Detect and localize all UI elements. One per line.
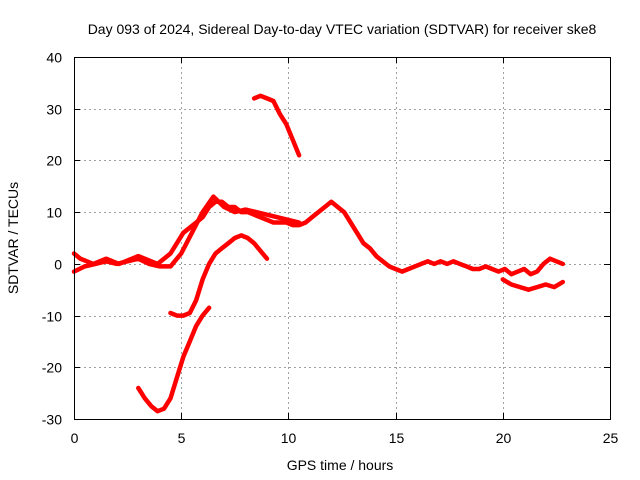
y-tick-label: 40 [46, 50, 62, 66]
plot-frame [74, 57, 611, 420]
y-tick-label: 0 [54, 257, 62, 273]
y-tick-label: 10 [46, 205, 62, 221]
series-track-1 [71, 199, 566, 277]
series-track-5 [251, 93, 302, 158]
x-axis-label: GPS time / hours [287, 457, 394, 473]
x-tick-label: 25 [603, 430, 619, 446]
data-series [71, 93, 566, 414]
axis-ticks [74, 57, 611, 420]
y-tick-label: -10 [42, 309, 62, 325]
grid-lines [74, 57, 610, 419]
y-axis-label: SDTVAR / TECUs [5, 182, 21, 294]
x-tick-label: 20 [496, 430, 512, 446]
tick-labels: 0 5 10 15 20 25 -30 -20 -10 0 10 20 30 40 [42, 50, 619, 447]
x-tick-label: 10 [281, 430, 297, 446]
series-track-3 [168, 233, 270, 318]
y-tick-label: 20 [46, 153, 62, 169]
x-tick-label: 0 [71, 430, 79, 446]
x-tick-label: 5 [178, 430, 186, 446]
series-track-2 [71, 194, 302, 274]
y-tick-label: -30 [42, 412, 62, 428]
y-tick-label: -20 [42, 360, 62, 376]
chart-title: Day 093 of 2024, Sidereal Day-to-day VTE… [88, 21, 597, 37]
series-track-4 [136, 305, 212, 414]
x-tick-label: 15 [389, 430, 405, 446]
series-track-6 [500, 277, 566, 292]
y-tick-label: 30 [46, 102, 62, 118]
